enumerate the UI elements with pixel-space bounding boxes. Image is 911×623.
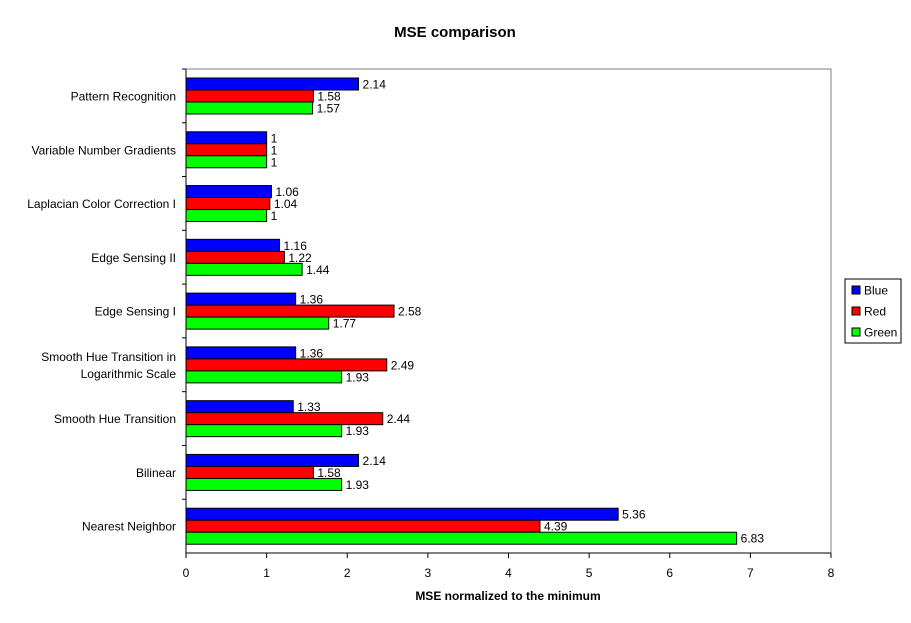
data-label-red-7: 1.58 xyxy=(317,466,341,480)
bars-layer: 2.141.581.571111.061.0411.161.221.441.36… xyxy=(185,77,765,546)
category-label-8: Nearest Neighbor xyxy=(82,520,176,534)
x-tick-label-8: 8 xyxy=(828,566,835,580)
bar-blue-4 xyxy=(185,292,297,306)
legend-swatch-blue xyxy=(851,285,861,295)
bar-red-5 xyxy=(185,358,388,372)
bar-green-0 xyxy=(185,101,314,115)
legend: Blue Red Green xyxy=(844,278,902,344)
bar-red-7 xyxy=(185,465,314,479)
bar-blue-2 xyxy=(185,185,272,199)
data-label-green-1: 1 xyxy=(271,155,278,169)
data-label-blue-7: 2.14 xyxy=(363,454,387,468)
bar-green-2 xyxy=(185,209,268,223)
legend-label-red: Red xyxy=(864,305,886,319)
data-label-green-0: 1.57 xyxy=(317,102,341,116)
bar-red-0 xyxy=(185,89,314,103)
data-label-blue-2: 1.06 xyxy=(275,185,299,199)
data-label-green-7: 1.93 xyxy=(346,478,370,492)
data-label-red-8: 4.39 xyxy=(544,520,568,534)
x-tick-label-1: 1 xyxy=(263,566,270,580)
bar-blue-6 xyxy=(185,400,294,414)
bar-green-4 xyxy=(185,316,330,330)
bar-green-8 xyxy=(185,531,738,545)
x-tick-label-3: 3 xyxy=(425,566,432,580)
data-label-blue-1: 1 xyxy=(271,131,278,145)
bar-red-2 xyxy=(185,197,271,211)
x-axis: 0 1 2 3 4 5 6 7 8 xyxy=(183,552,835,580)
bar-red-6 xyxy=(185,412,384,426)
x-tick-label-5: 5 xyxy=(586,566,593,580)
legend-swatch-green xyxy=(851,327,861,337)
bar-blue-3 xyxy=(185,238,281,252)
x-tick-label-2: 2 xyxy=(344,566,351,580)
data-label-red-5: 2.49 xyxy=(391,358,415,372)
category-label-5: Smooth Hue Transition in Logarithmic Scal… xyxy=(41,350,176,381)
data-label-green-2: 1 xyxy=(271,209,278,223)
data-label-green-4: 1.77 xyxy=(333,317,357,331)
bar-blue-0 xyxy=(185,77,360,91)
x-tick-label-0: 0 xyxy=(183,566,190,580)
category-label-0: Pattern Recognition xyxy=(71,90,176,104)
data-label-green-5: 1.93 xyxy=(346,370,370,384)
data-label-blue-5: 1.36 xyxy=(300,346,324,360)
data-label-red-3: 1.22 xyxy=(288,251,312,265)
bar-green-1 xyxy=(185,155,268,169)
chart-title: MSE comparison xyxy=(394,24,516,41)
category-label-1: Variable Number Gradients xyxy=(31,143,176,157)
bar-red-8 xyxy=(185,519,541,533)
bar-red-3 xyxy=(185,250,285,264)
bar-green-6 xyxy=(185,424,343,438)
bar-green-5 xyxy=(185,370,343,384)
data-label-blue-6: 1.33 xyxy=(297,400,321,414)
data-label-red-0: 1.58 xyxy=(317,90,341,104)
data-label-blue-8: 5.36 xyxy=(622,508,646,522)
bar-blue-8 xyxy=(185,507,619,521)
category-label-2: Laplacian Color Correction I xyxy=(27,197,176,211)
x-tick-label-4: 4 xyxy=(505,566,512,580)
x-axis-label: MSE normalized to the minimum xyxy=(415,589,600,603)
y-axis: Pattern Recognition Variable Number Gradi… xyxy=(27,68,187,553)
data-label-blue-3: 1.16 xyxy=(284,239,308,253)
data-label-green-8: 6.83 xyxy=(741,532,765,546)
data-label-green-3: 1.44 xyxy=(306,263,330,277)
category-label-3: Edge Sensing II xyxy=(91,251,176,265)
legend-label-blue: Blue xyxy=(864,284,888,298)
bar-blue-5 xyxy=(185,346,297,360)
data-label-green-6: 1.93 xyxy=(346,424,370,438)
bar-green-3 xyxy=(185,262,303,276)
bar-red-4 xyxy=(185,304,395,318)
bar-blue-7 xyxy=(185,453,360,467)
category-label-4: Edge Sensing I xyxy=(95,305,176,319)
category-label-6: Smooth Hue Transition xyxy=(54,412,176,426)
bar-blue-1 xyxy=(185,131,268,145)
x-tick-label-7: 7 xyxy=(747,566,754,580)
data-label-red-2: 1.04 xyxy=(274,197,298,211)
x-tick-label-6: 6 xyxy=(666,566,673,580)
data-label-blue-4: 1.36 xyxy=(300,293,324,307)
category-label-7: Bilinear xyxy=(136,466,176,480)
bar-red-1 xyxy=(185,143,268,157)
data-label-blue-0: 2.14 xyxy=(363,78,387,92)
legend-swatch-red xyxy=(851,306,861,316)
data-label-red-4: 2.58 xyxy=(398,305,422,319)
data-label-red-1: 1 xyxy=(271,143,278,157)
data-label-red-6: 2.44 xyxy=(387,412,411,426)
legend-label-green: Green xyxy=(864,326,897,340)
bar-green-7 xyxy=(185,477,343,491)
